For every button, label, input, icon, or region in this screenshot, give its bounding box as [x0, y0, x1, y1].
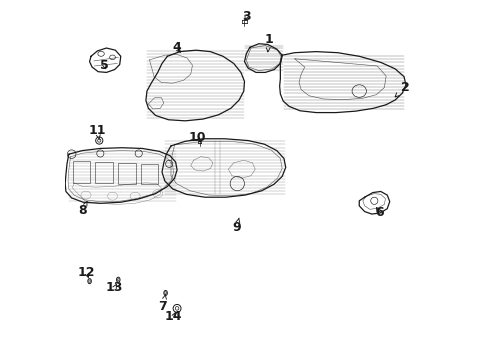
- Text: 9: 9: [232, 218, 241, 234]
- Bar: [118, 163, 136, 184]
- Text: 3: 3: [242, 10, 250, 23]
- Text: 5: 5: [100, 59, 109, 72]
- Text: 2: 2: [394, 81, 408, 97]
- Text: 1: 1: [264, 33, 273, 52]
- Text: 11: 11: [88, 124, 106, 140]
- Bar: [73, 161, 90, 183]
- Text: 7: 7: [158, 294, 167, 313]
- Text: 13: 13: [106, 281, 123, 294]
- Text: 14: 14: [164, 310, 182, 324]
- Bar: [94, 162, 113, 183]
- Text: 6: 6: [375, 207, 384, 220]
- Text: 12: 12: [78, 266, 95, 279]
- Text: 10: 10: [188, 131, 205, 144]
- Bar: [141, 164, 158, 184]
- Text: 8: 8: [78, 201, 87, 217]
- Text: 4: 4: [172, 41, 181, 54]
